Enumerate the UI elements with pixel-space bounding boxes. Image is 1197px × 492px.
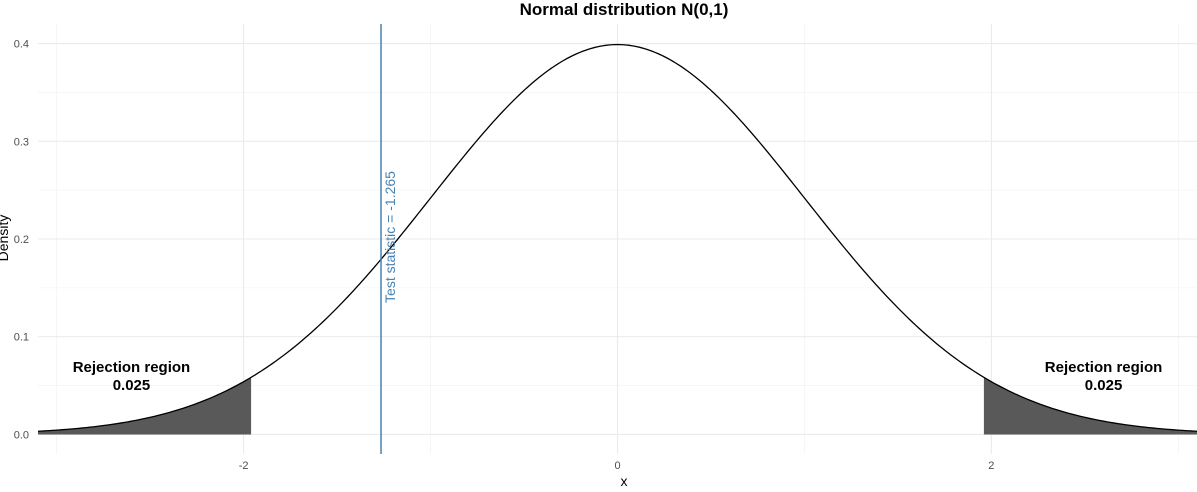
- y-tick-label: 0.0: [14, 429, 29, 441]
- rejection-region-value: 0.025: [1085, 377, 1123, 394]
- density-curve: [37, 43, 1197, 432]
- y-tick-label: 0.4: [14, 39, 29, 51]
- x-tick-labels: -2 0 2: [239, 460, 995, 472]
- test-statistic-group: Test statistic = -1.265: [380, 24, 398, 454]
- rejection-region-value: 0.025: [113, 377, 151, 394]
- chart-title: Normal distribution N(0,1): [520, 0, 729, 19]
- rejection-region-label: Rejection region: [73, 359, 191, 376]
- rejection-region-area: [38, 377, 252, 435]
- x-tick-label: 2: [988, 460, 994, 472]
- x-axis-label: x: [621, 473, 628, 489]
- rejection-regions: [38, 377, 1197, 435]
- y-tick-label: 0.3: [14, 136, 29, 148]
- grid: [38, 24, 1197, 454]
- x-tick-label: -2: [239, 460, 249, 472]
- y-tick-labels: 0.0 0.1 0.2 0.3 0.4: [14, 39, 29, 442]
- y-tick-label: 0.1: [14, 332, 29, 344]
- y-axis-label: Density: [0, 215, 11, 262]
- y-tick-label: 0.2: [14, 234, 29, 246]
- test-statistic-label: Test statistic = -1.265: [382, 171, 398, 303]
- rejection-region-label: Rejection region: [1045, 359, 1163, 376]
- rejection-region-area: [983, 377, 1197, 435]
- x-tick-label: 0: [614, 460, 620, 472]
- density-curve-group: [37, 43, 1197, 432]
